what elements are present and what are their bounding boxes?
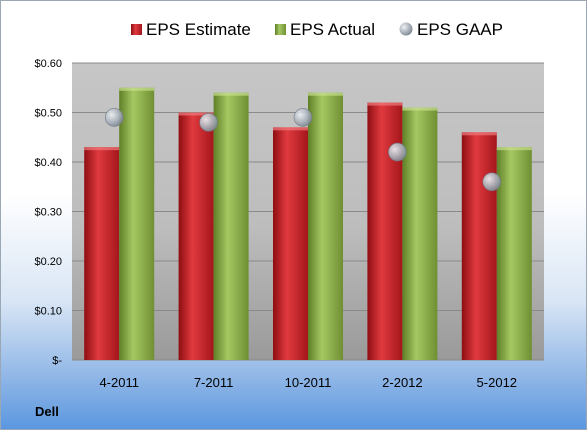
bar-estimate-top xyxy=(273,127,308,131)
bar-actual xyxy=(308,92,343,360)
legend-swatch-actual xyxy=(275,24,286,35)
legend-label-estimate: EPS Estimate xyxy=(146,20,251,39)
bar-estimate-top xyxy=(178,112,214,116)
y-tick-label: $- xyxy=(52,355,62,367)
gaap-point xyxy=(293,108,313,127)
x-tick-label: 7-2011 xyxy=(194,375,234,390)
legend-item-gaap: EPS GAAP xyxy=(399,20,503,39)
bar-estimate xyxy=(367,102,403,360)
gaap-point xyxy=(104,108,124,127)
bar-estimate-top xyxy=(84,147,120,151)
bar-actual xyxy=(213,92,249,360)
gaap-point xyxy=(199,113,218,132)
bars xyxy=(84,87,532,360)
legend-swatch-gaap xyxy=(399,22,413,36)
bar-estimate xyxy=(273,127,308,360)
legend: EPS Estimate EPS Actual EPS GAAP xyxy=(131,20,503,39)
x-tick-label: 4-2011 xyxy=(99,375,139,390)
x-tick-label: 10-2011 xyxy=(285,375,332,390)
bar-actual-top xyxy=(119,87,155,91)
bar-estimate-top xyxy=(367,102,403,106)
x-axis: 4-2011 7-2011 10-2011 2-2012 5-2012 xyxy=(99,375,517,390)
y-tick-label: $0.40 xyxy=(34,157,62,169)
bar-actual xyxy=(402,107,438,360)
y-tick-label: $0.30 xyxy=(34,207,62,219)
x-tick-label: 5-2012 xyxy=(477,375,517,390)
legend-item-actual: EPS Actual xyxy=(275,20,375,39)
legend-label-gaap: EPS GAAP xyxy=(417,20,503,39)
bar-actual-top xyxy=(213,92,249,96)
bar-estimate xyxy=(461,132,497,360)
legend-label-actual: EPS Actual xyxy=(290,20,375,39)
bar-estimate xyxy=(178,112,214,360)
gaap-point xyxy=(388,142,407,162)
bar-estimate xyxy=(84,147,120,360)
gaap-points xyxy=(104,108,502,192)
y-tick-label: $0.60 xyxy=(34,58,62,70)
legend-swatch-estimate xyxy=(131,24,142,35)
y-tick-label: $0.10 xyxy=(34,306,62,318)
y-tick-label: $0.20 xyxy=(34,256,62,268)
bar-actual-top xyxy=(496,147,532,151)
legend-item-estimate: EPS Estimate xyxy=(131,20,251,39)
y-tick-label: $0.50 xyxy=(34,108,62,120)
company-label: Dell xyxy=(35,404,59,419)
bar-estimate-top xyxy=(461,132,497,136)
bar-actual xyxy=(119,87,155,360)
y-axis: $- $0.10 $0.20 $0.30 $0.40 $0.50 $0.60 xyxy=(34,58,62,367)
bar-actual-top xyxy=(402,107,438,111)
x-tick-label: 2-2012 xyxy=(382,375,422,390)
gaap-point xyxy=(482,172,502,192)
bar-actual xyxy=(496,147,532,360)
bar-actual-top xyxy=(308,92,343,96)
